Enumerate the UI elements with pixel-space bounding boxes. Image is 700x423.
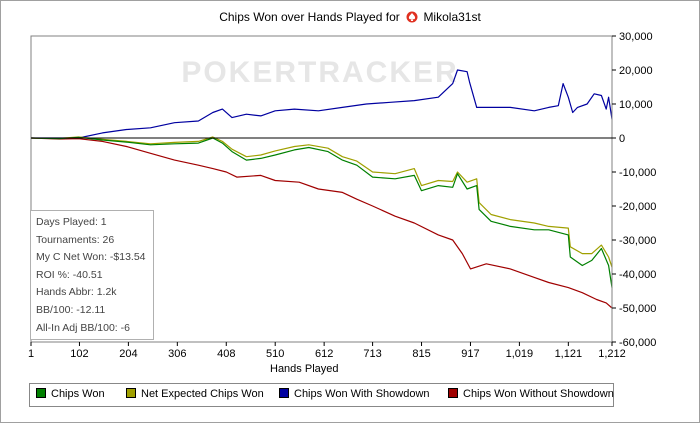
y-tick-label: 20,000 (619, 65, 653, 77)
x-tick-label: 815 (412, 348, 430, 360)
series-line-chips-won-without-showdown (30, 137, 613, 309)
legend-item-with-showdown[interactable]: Chips Won With Showdown (279, 388, 430, 400)
x-tick-label: 713 (363, 348, 381, 360)
stat-days-played: Days Played: 1 (36, 216, 107, 228)
plot-area (30, 35, 613, 343)
x-tick-label: 204 (119, 348, 137, 360)
y-tick-label: -30,000 (619, 235, 656, 247)
y-tick-label: -60,000 (619, 337, 656, 349)
x-tick-label: 408 (217, 348, 235, 360)
series-line-chips-won-with-showdown (31, 69, 613, 139)
legend-swatch-chips-won (36, 388, 46, 398)
y-tick-label: -20,000 (619, 201, 656, 213)
x-tick-label: 1,121 (555, 348, 583, 360)
watermark: POKERTRACKER (181, 56, 458, 89)
y-tick-label: 30,000 (619, 31, 653, 43)
y-tick-label: -50,000 (619, 303, 656, 315)
y-tick-label: -40,000 (619, 269, 656, 281)
player-name: Mikola31st (423, 10, 481, 24)
x-tick-label: 612 (315, 348, 333, 360)
x-tick-label: 1,212 (598, 348, 626, 360)
legend-item-without-showdown[interactable]: Chips Won Without Showdown (448, 388, 614, 400)
stats-box: Days Played: 1 Tournaments: 26 My C Net … (30, 210, 154, 340)
y-tick-label: -10,000 (619, 167, 656, 179)
x-tick-label: 102 (70, 348, 88, 360)
x-tick-label: 306 (168, 348, 186, 360)
x-tick-label: 510 (266, 348, 284, 360)
stat-bb-100: BB/100: -12.11 (36, 303, 106, 316)
chart-title: Chips Won over Hands Played for Mikola31… (0, 10, 700, 24)
legend-swatch-with-showdown (279, 388, 289, 398)
x-tick-label: 1,019 (506, 348, 534, 360)
stat-allin-adj: All-In Adj BB/100: -6 (36, 321, 130, 334)
x-tick-label: 917 (461, 348, 479, 360)
stat-hands: Hands Abbr: 1.2k (36, 286, 117, 299)
legend-swatch-net-expected (126, 388, 136, 398)
legend: Chips Won Net Expected Chips Won Chips W… (29, 383, 614, 407)
stat-net-won: My C Net Won: -$13.54 (36, 251, 146, 264)
legend-item-net-expected[interactable]: Net Expected Chips Won (126, 388, 264, 400)
x-tick-label: 1 (28, 348, 34, 360)
stat-roi: ROI %: -40.51 (36, 268, 103, 281)
series-line-net-expected-chips-won (30, 136, 613, 268)
chart-title-text: Chips Won over Hands Played for (219, 10, 400, 24)
y-tick-label: 10,000 (619, 99, 653, 111)
legend-item-chips-won[interactable]: Chips Won (36, 388, 105, 400)
series-line-chips-won (30, 136, 613, 288)
y-tick-label: 0 (619, 133, 625, 145)
x-axis-label: Hands Played (270, 363, 339, 375)
pokerstars-spade-icon (406, 11, 418, 23)
legend-swatch-without-showdown (448, 388, 458, 398)
stat-tournaments: Tournaments: 26 (36, 233, 115, 246)
